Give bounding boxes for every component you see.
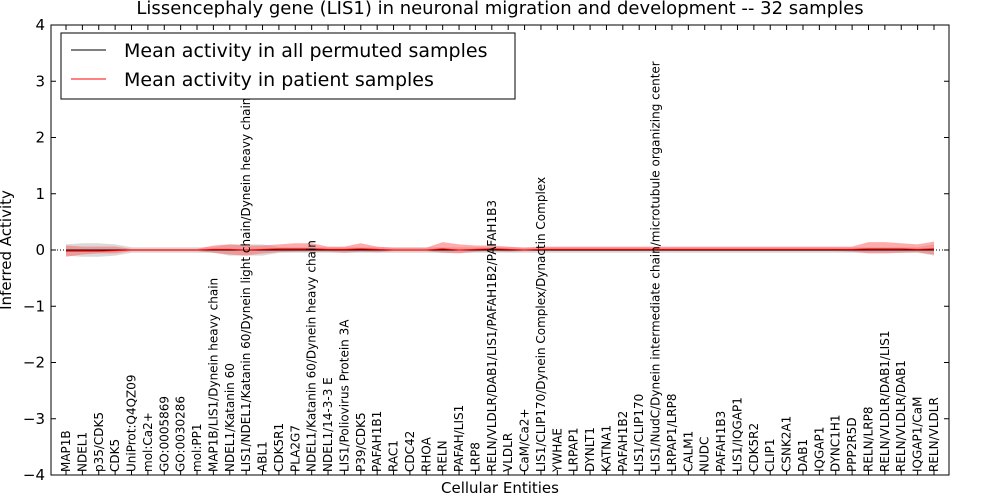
y-tick-label: 1	[35, 185, 45, 203]
x-tick-label: GO:0005869	[157, 396, 171, 472]
x-axis-label: Cellular Entities	[441, 479, 559, 497]
y-tick-label: 0	[35, 241, 45, 259]
x-tick-label: MAP1B	[59, 430, 73, 472]
legend-label-patient: Mean activity in patient samples	[124, 69, 434, 91]
x-tick-label: LRPAP1	[567, 427, 581, 472]
x-tick-label: CALM1	[681, 431, 695, 472]
x-tick-label: PLA2G7	[288, 425, 302, 472]
x-tick-label: p35/CDK5	[92, 412, 106, 472]
x-tick-label: mol:Ca2+	[141, 412, 155, 472]
x-tick-label: NDEL1	[75, 432, 89, 472]
x-tick-label: NDEL1/Katanin 60/Dynein heavy chain	[305, 240, 319, 472]
x-tick-label: LIS1/CLIP170	[632, 394, 646, 472]
x-tick-label: YWHAE	[550, 428, 564, 473]
x-tick-label: NDEL1/14-3-3 E	[321, 377, 335, 472]
x-tick-label: CDK5	[108, 439, 122, 472]
x-tick-label: PAFAH/LIS1	[452, 405, 466, 472]
x-tick-label: CLIP1	[763, 439, 777, 472]
x-tick-label: LRPAP1/LRP8	[665, 393, 679, 472]
x-tick-label: LIS1/NDEL1/Katanin 60/Dynein light chain…	[239, 98, 253, 472]
y-axis-label: Inferred Activity	[0, 190, 15, 310]
x-tick-label: LIS1/Poliovirus Protein 3A	[337, 319, 351, 472]
x-tick-label: CDC42	[403, 431, 417, 472]
x-tick-label: RAC1	[387, 440, 401, 472]
x-tick-label: LRP8	[468, 442, 482, 472]
legend-box	[60, 32, 516, 100]
y-tick-label: −2	[23, 354, 45, 372]
y-tick-label: −3	[23, 410, 45, 428]
plot-area: 4 3 2 1 0 −1 −2 −3 −4 MAP1B NDEL1 p35/CDK5 CDK5 UniPr…	[23, 16, 950, 484]
x-tick-label: IQGAP1	[812, 427, 826, 472]
x-tick-label: DYNLT1	[583, 427, 597, 472]
x-tick-label: RELN/VLDLR/DAB1/LIS1	[878, 331, 892, 472]
y-tick-label: 3	[35, 72, 45, 90]
x-tick-label: DAB1	[796, 439, 810, 472]
x-tick-label: DYNC1H1	[829, 414, 843, 472]
x-tick-label: GO:0030286	[174, 396, 188, 472]
x-tick-label: NUDC	[698, 437, 712, 472]
y-tick-label: −1	[23, 297, 45, 315]
x-tick-label: CaM/Ca2+	[518, 408, 532, 472]
x-tick-label: CSNK2A1	[780, 416, 794, 472]
x-tick-label: RHOA	[419, 436, 433, 472]
x-tick-label: PPP2R5D	[845, 417, 859, 472]
x-tick-label: mol:PP1	[190, 423, 204, 472]
y-tick-label: 2	[35, 129, 45, 147]
x-tick-label: NDEL1/Katanin 60	[223, 363, 237, 472]
x-tick-label: PAFAH1B3	[714, 411, 728, 472]
x-tick-label: MAP1B/LIS1/Dynein heavy chain	[206, 278, 220, 472]
x-tick-label: LIS1/IQGAP1	[731, 397, 745, 472]
x-tick-label: LIS1/CLIP170/Dynein Complex/Dynactin Com…	[534, 177, 548, 472]
x-tick-label: IQGAP1/CaM	[911, 397, 925, 473]
x-tick-label: KATNA1	[600, 425, 614, 472]
x-tick-label: RELN/VLDLR/DAB1	[894, 360, 908, 472]
x-tick-label: RELN/VLDLR/DAB1/LIS1/PAFAH1B2/PAFAH1B3	[485, 200, 499, 472]
x-tick-label: P39/CDK5	[354, 412, 368, 472]
legend-label-permuted: Mean activity in all permuted samples	[124, 40, 487, 62]
x-tick-label: PAFAH1B2	[616, 411, 630, 472]
x-tick-label: RELN/LRP8	[862, 406, 876, 472]
series-line-patient	[66, 248, 935, 252]
x-tick-label: LIS1/NudC/Dynein intermediate chain/micr…	[649, 61, 663, 472]
y-tick-label: −4	[23, 466, 45, 484]
x-tick-label: CDK5R2	[747, 423, 761, 472]
chart-title: Lissencephaly gene (LIS1) in neuronal mi…	[136, 0, 863, 19]
x-tick-label: RELN	[436, 440, 450, 472]
x-tick-label: VLDLR	[501, 433, 515, 472]
x-tick-label: UniProt:Q4QZ09	[125, 374, 139, 472]
y-tick-label: 4	[35, 16, 45, 34]
x-tick-label: CDK5R1	[272, 423, 286, 472]
x-tick-label: ABL1	[256, 441, 270, 472]
legend: Mean activity in all permuted samples Me…	[60, 32, 516, 100]
x-tick-label: RELN/VLDLR	[927, 397, 941, 472]
x-tick-label: PAFAH1B1	[370, 411, 384, 472]
